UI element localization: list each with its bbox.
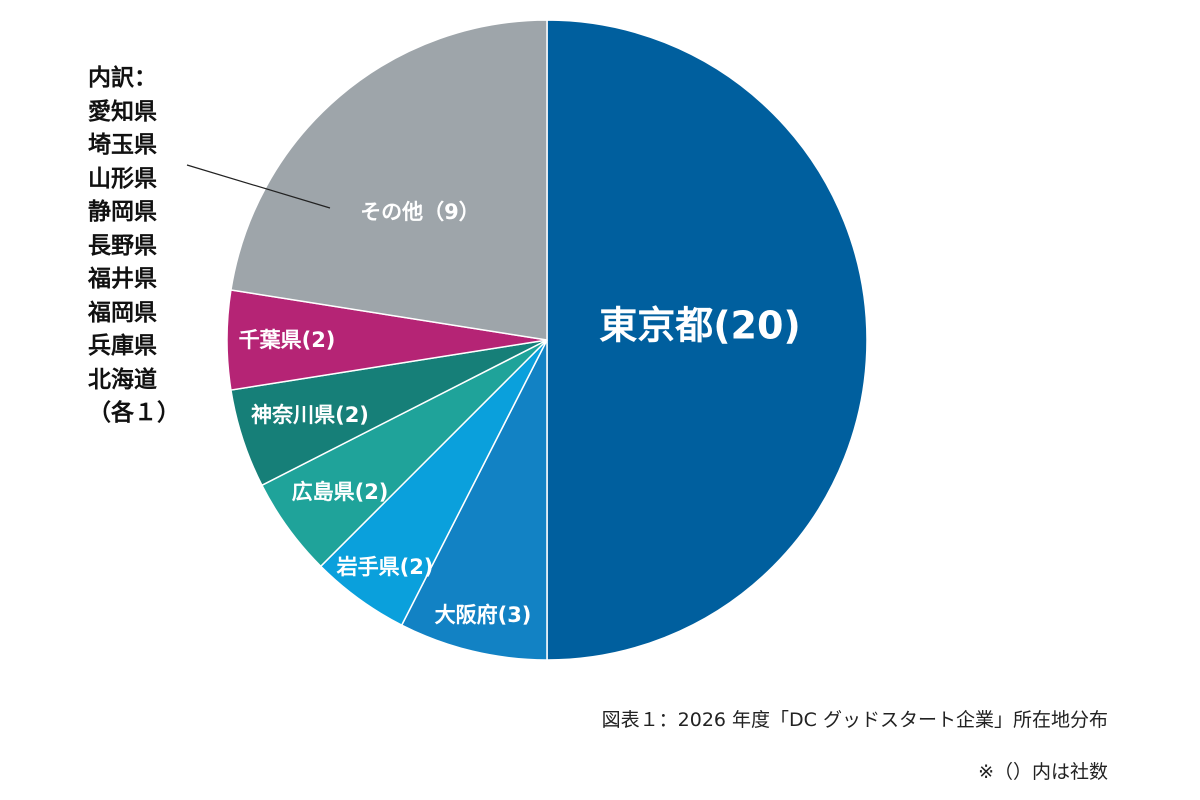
breakdown-footer: （各１） [88, 400, 180, 426]
pie-slice-1 [400, 339, 548, 661]
breakdown-item: 埼玉県 [88, 132, 157, 158]
breakdown-item: 長野県 [88, 232, 157, 259]
slice-label-5: 千葉県(2) [239, 328, 336, 352]
breakdown-item: 北海道 [88, 366, 157, 393]
pie-slice-0 [546, 19, 868, 661]
chart-caption: 図表１：2026 年度「DC グッドスタート企業」所在地分布 [601, 709, 1108, 731]
breakdown-item: 福岡県 [88, 299, 157, 326]
breakdown-item: 愛知県 [88, 98, 157, 125]
breakdown-item: 福井県 [88, 266, 157, 292]
slice-label-6: その他（9） [360, 200, 480, 224]
breakdown-item: 兵庫県 [88, 333, 157, 359]
chart-note: ※（）内は社数 [978, 761, 1108, 783]
slice-label-2: 岩手県(2) [336, 555, 434, 579]
slice-label-0: 東京都(20) [599, 304, 801, 348]
other-breakdown: 内訳： 愛知県埼玉県山形県静岡県長野県福井県福岡県兵庫県北海道 （各１） [88, 62, 180, 431]
breakdown-item: 山形県 [88, 165, 157, 192]
pie-slice-6 [230, 19, 548, 341]
breakdown-item: 静岡県 [88, 199, 157, 225]
slice-label-3: 広島県(2) [292, 480, 389, 504]
callout-line [186, 164, 331, 209]
breakdown-heading: 内訳： [88, 65, 157, 91]
slice-label-1: 大阪府(3) [435, 603, 532, 627]
slice-label-4: 神奈川県(2) [251, 403, 369, 427]
